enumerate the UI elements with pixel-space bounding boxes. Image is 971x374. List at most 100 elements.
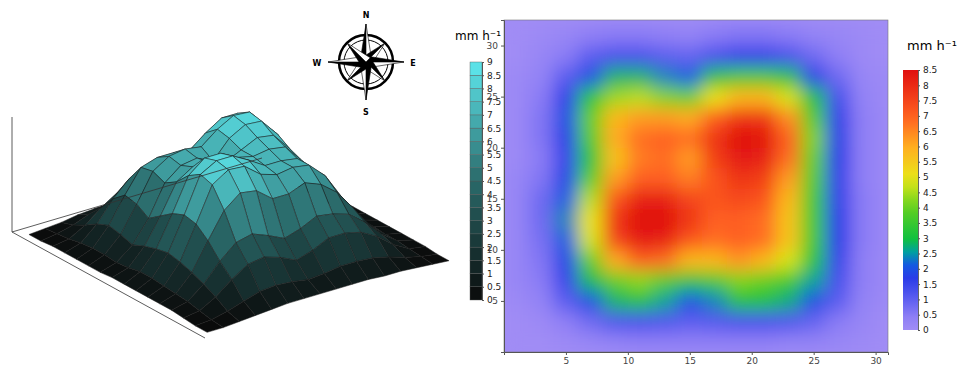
colorbar-tick: 7.5 (918, 96, 937, 106)
heatmap-cell (751, 311, 777, 332)
heatmap-cell (875, 25, 888, 46)
heatmap-cell (553, 249, 579, 270)
colorbar-tick: 6.5 (918, 127, 937, 137)
heatmap-cell (702, 168, 728, 189)
colorbar-tick-mark (482, 247, 484, 248)
heatmap-cell (801, 25, 827, 46)
colorbar-tick-mark (918, 223, 920, 224)
heatmap-cell (652, 147, 678, 168)
heatmap-cell (677, 311, 703, 332)
colorbar-band (470, 115, 482, 128)
y-tick: 15 (487, 194, 504, 204)
heatmap-cell (677, 147, 703, 168)
heatmap-cell (652, 290, 678, 311)
colorbar-tick: 1 (918, 295, 929, 305)
colorbar-tick-mark (482, 102, 484, 103)
colorbar-tick-mark (918, 254, 920, 255)
colorbar-tick: 8 (918, 81, 929, 91)
colorbar-tick-label: 7.5 (923, 96, 937, 106)
heatmap-cell (677, 25, 703, 46)
heatmap-cell (627, 290, 653, 311)
heatmap-cell (702, 127, 728, 148)
colorbar-tick: 4.5 (482, 176, 501, 186)
heatmap-cell (850, 86, 876, 107)
colorbar-tick: 1.5 (482, 256, 501, 266)
compass-point (347, 43, 370, 62)
heatmap-cell (627, 229, 653, 250)
heatmap-cell (603, 168, 629, 189)
heatmap-cell (875, 188, 888, 209)
colorbar-tick-label: 8 (923, 81, 929, 91)
colorbar-axis: 00.511.522.533.544.555.566.577.588.59 (482, 57, 501, 305)
y-axis-line (501, 21, 505, 353)
heatmap-cell (553, 106, 579, 127)
heatmap-cell (850, 311, 876, 332)
heatmap-cell (726, 65, 752, 86)
colorbar-band (470, 181, 482, 194)
heatmap-cell (578, 86, 604, 107)
colorbar-tick-label: 1.5 (923, 279, 937, 289)
heatmap-cell (776, 147, 802, 168)
heatmap-cell (578, 45, 604, 66)
colorbar-tick-mark (918, 330, 920, 331)
heatmap-cell (801, 311, 827, 332)
heatmap-cell (726, 290, 752, 311)
x-tick-mark (690, 352, 691, 355)
x-tick-label: 5 (564, 356, 570, 366)
heatmap-cell (677, 331, 703, 352)
heatmap-cell (652, 188, 678, 209)
x-tick-mark (628, 352, 629, 355)
heatmap-cell (726, 229, 752, 250)
heatmap-cell (603, 331, 629, 352)
heatmap-cell (751, 188, 777, 209)
colorbar-tick-label: 3 (487, 216, 493, 226)
heatmap-cell (677, 127, 703, 148)
heatmap-cell (528, 208, 554, 229)
colorbar-tick-mark (918, 269, 920, 270)
z-axis-line (12, 117, 13, 232)
colorbar-tick: 6.5 (482, 123, 501, 133)
heatmap-cell (677, 86, 703, 107)
heatmap-cell (726, 127, 752, 148)
colorbar-tick-mark (918, 192, 920, 193)
heatmap-cell (603, 208, 629, 229)
colorbar-tick-label: 2.5 (487, 229, 501, 239)
colorbar-band (470, 194, 482, 207)
colorbar-tick-label: 0 (923, 325, 929, 335)
heatmap-cell (603, 106, 629, 127)
heatmap-cell (528, 249, 554, 270)
heatmap-cell (553, 65, 579, 86)
heatmap-cell (850, 229, 876, 250)
heatmap-cell (652, 65, 678, 86)
y-axis: 51015202530 (487, 21, 505, 353)
heatmap-cell (504, 168, 529, 189)
colorbar-tick-label: 8.5 (923, 65, 937, 75)
colorbar-tick-mark (482, 234, 484, 235)
colorbar-band (470, 234, 482, 247)
heatmap-cell (652, 86, 678, 107)
heatmap-cell (726, 331, 752, 352)
y-tick-mark (501, 301, 504, 302)
heatmap-cell (603, 270, 629, 291)
colorbar-band (470, 287, 482, 300)
heatmap-cell (677, 106, 703, 127)
heatmap-cell (875, 229, 888, 250)
heatmap-cell (850, 147, 876, 168)
colorbar-tick-mark (482, 287, 484, 288)
heatmap-cell (528, 188, 554, 209)
heatmap-cell (702, 147, 728, 168)
heatmap-cell (826, 106, 852, 127)
heatmap-cell (726, 188, 752, 209)
heatmap-cell (801, 188, 827, 209)
heatmap-cell (578, 188, 604, 209)
heatmap-cell (801, 270, 827, 291)
colorbar-band (470, 128, 482, 141)
heatmap-cell (528, 290, 554, 311)
heatmap-cell (850, 270, 876, 291)
heatmap-cell (776, 270, 802, 291)
heatmap-cell (528, 45, 554, 66)
y-tick-label: 10 (487, 245, 499, 255)
heatmap-cell (627, 311, 653, 332)
heatmap-cell (801, 86, 827, 107)
heatmap-cell (776, 311, 802, 332)
